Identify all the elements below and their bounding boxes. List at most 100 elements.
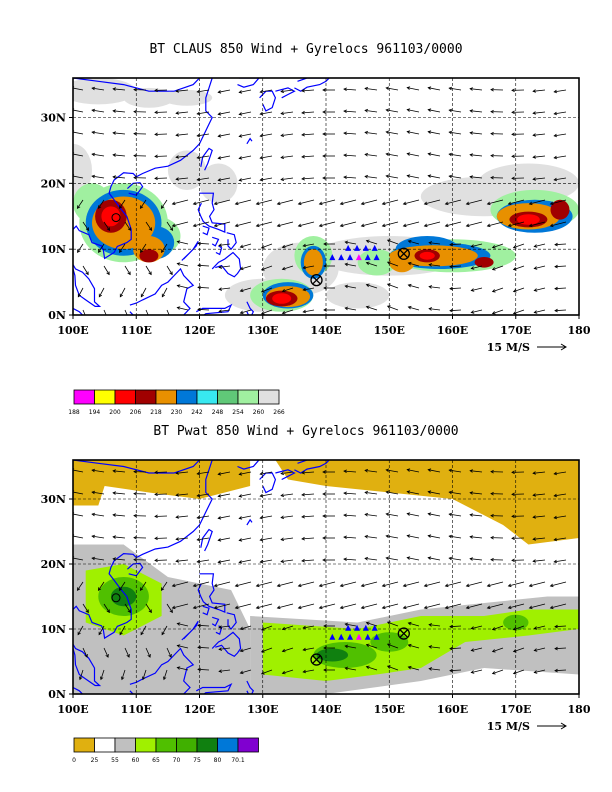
wind-vector xyxy=(197,133,210,137)
wind-vector xyxy=(77,287,84,297)
coastline xyxy=(73,460,213,640)
wind-vector xyxy=(218,111,231,115)
wind-vector xyxy=(197,264,210,267)
wind-vector-head xyxy=(511,154,515,159)
wind-vector-head xyxy=(91,86,96,91)
colorbar-label: 206 xyxy=(130,409,142,416)
wind-vector-head xyxy=(142,676,146,681)
colorbar-swatch xyxy=(114,737,136,753)
wind-vector-head xyxy=(91,468,96,473)
wind-vector-head xyxy=(112,513,116,517)
wind-vector xyxy=(303,265,315,269)
wind-vector-head xyxy=(260,311,265,315)
lon-label: 110E xyxy=(121,324,152,337)
wind-vector xyxy=(449,469,462,473)
wind-vector-head xyxy=(406,130,411,134)
track-marker xyxy=(347,254,354,261)
vector-reference-label: 15 M/S xyxy=(487,720,530,733)
wind-vector-head xyxy=(448,512,453,517)
gyre-marker-cross xyxy=(399,249,409,259)
wind-vector xyxy=(508,199,525,205)
wind-vector-head xyxy=(280,471,285,476)
wind-vector xyxy=(92,109,105,113)
coastline xyxy=(246,301,255,315)
wind-vector-head xyxy=(197,307,201,312)
wind-vector xyxy=(466,581,483,587)
wind-vector xyxy=(281,133,294,136)
wind-vector xyxy=(428,557,441,561)
wind-vector-head xyxy=(133,175,137,180)
wind-vector xyxy=(301,537,315,540)
wind-vector xyxy=(176,559,189,562)
lat-label: 10N xyxy=(41,243,66,256)
lat-label: 10N xyxy=(41,623,66,636)
wind-vector-head xyxy=(301,514,305,519)
wind-vector-head xyxy=(449,624,453,629)
wind-vector-head xyxy=(91,174,96,179)
wind-vector xyxy=(301,471,315,474)
wind-vector xyxy=(445,581,462,587)
wind-vector xyxy=(239,471,252,475)
wind-vector-head xyxy=(444,583,449,588)
wind-vector-head xyxy=(533,244,538,248)
colorbar-swatch xyxy=(73,737,95,753)
wind-vector-head xyxy=(217,134,222,138)
wind-vector-head xyxy=(449,264,453,269)
wind-vector xyxy=(365,110,378,113)
wind-vector-head xyxy=(112,491,116,495)
wind-vector-head xyxy=(406,556,411,560)
lon-label: 130E xyxy=(247,703,278,716)
wind-vector xyxy=(345,667,357,671)
wind-vector-head xyxy=(97,205,102,209)
wind-vector-head xyxy=(554,646,558,651)
wind-vector-head xyxy=(91,108,96,113)
colorbar-label: 80 xyxy=(214,757,222,764)
wind-vector xyxy=(513,287,525,292)
wind-vector-head xyxy=(360,583,365,588)
wind-vector xyxy=(98,625,105,635)
wind-vector xyxy=(176,515,189,518)
wind-vector xyxy=(533,537,546,540)
wind-vector-head xyxy=(343,153,347,158)
wind-vector xyxy=(554,243,567,246)
wind-vector xyxy=(470,470,483,473)
wind-vector xyxy=(303,669,315,673)
wind-vector-head xyxy=(343,491,347,496)
coastline xyxy=(197,192,226,234)
wind-vector-head xyxy=(491,649,496,653)
wind-vector xyxy=(298,199,315,205)
wind-vector xyxy=(449,535,462,539)
wind-vector-head xyxy=(119,631,123,636)
wind-vector xyxy=(466,199,483,205)
wind-vector xyxy=(554,265,567,268)
wind-vector-head xyxy=(148,271,152,276)
wind-vector-head xyxy=(365,621,370,626)
wind-vector xyxy=(365,514,378,517)
wind-vector-head xyxy=(239,648,244,653)
wind-vector-head xyxy=(532,177,536,181)
lon-label: 150E xyxy=(374,324,405,337)
wind-vector-head xyxy=(427,468,432,472)
wind-vector xyxy=(345,645,357,649)
wind-vector-head xyxy=(133,535,137,540)
wind-vector xyxy=(177,623,189,627)
wind-vector-head xyxy=(448,534,453,539)
wind-vector-head xyxy=(127,609,131,614)
wind-vector xyxy=(407,87,420,91)
wind-vector xyxy=(176,155,189,158)
wind-vector-head xyxy=(532,559,536,563)
wind-vector xyxy=(281,471,294,474)
wind-vector xyxy=(387,261,399,267)
cloud-shade xyxy=(419,251,435,260)
wind-vector-head xyxy=(423,583,428,588)
wind-vector-head xyxy=(255,605,260,610)
wind-vector-head xyxy=(281,626,286,631)
wind-vector-head xyxy=(301,558,305,563)
wind-vector xyxy=(166,647,172,658)
wind-vector-head xyxy=(91,490,96,495)
wind-vector xyxy=(113,514,126,517)
wind-vector-head xyxy=(532,493,536,497)
wind-vector-head xyxy=(532,133,536,137)
wind-vector xyxy=(124,603,131,613)
colorbar-swatch xyxy=(237,737,259,753)
